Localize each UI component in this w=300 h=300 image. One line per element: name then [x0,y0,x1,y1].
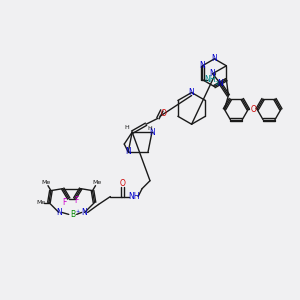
Text: NH: NH [128,192,140,201]
Text: N: N [189,88,194,97]
Text: F: F [63,198,67,207]
Text: N: N [56,208,62,217]
Text: O: O [250,105,256,114]
Text: N: N [200,61,205,70]
Text: NH: NH [205,75,216,84]
Text: N: N [210,69,215,78]
Text: Me: Me [41,180,51,185]
Text: O: O [161,109,167,118]
Text: N: N [125,148,131,157]
Text: H: H [148,126,152,131]
Text: H: H [125,125,130,130]
Text: N: N [212,54,217,63]
Text: N: N [82,208,88,217]
Text: Me: Me [93,180,102,185]
Text: B: B [70,210,75,219]
Text: N: N [149,128,155,137]
Text: 2: 2 [214,81,218,86]
Text: O: O [119,179,125,188]
Text: F: F [74,196,79,205]
Text: N: N [218,79,223,88]
Text: Me: Me [36,200,46,205]
Text: +: + [76,209,80,214]
